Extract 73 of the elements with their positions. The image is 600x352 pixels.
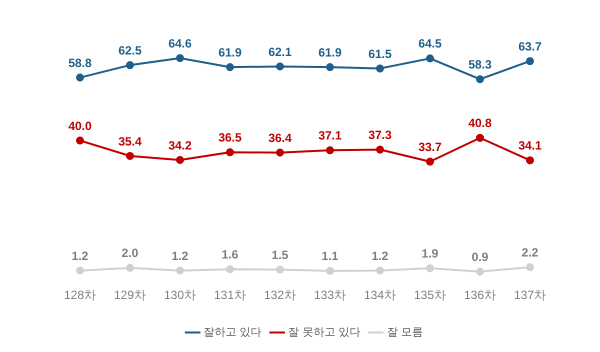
point	[176, 156, 184, 164]
x-tick-label: 132차	[264, 288, 296, 302]
point	[126, 152, 134, 160]
data-label: 61.9	[218, 45, 242, 60]
data-label: 0.9	[472, 250, 489, 264]
point	[276, 62, 284, 70]
data-label: 33.7	[418, 140, 442, 154]
point	[476, 268, 484, 276]
point	[376, 266, 384, 275]
data-label: 1.5	[272, 248, 289, 262]
point	[276, 148, 284, 157]
data-label: 35.4	[118, 134, 142, 148]
point	[326, 266, 334, 275]
data-label: 1.6	[222, 248, 239, 262]
data-label: 2.0	[122, 246, 139, 260]
point	[276, 266, 284, 274]
data-label: 64.5	[418, 36, 442, 51]
data-label: 36.5	[218, 130, 242, 145]
data-label: 62.5	[118, 43, 142, 58]
point	[326, 146, 334, 154]
data-label: 1.2	[372, 248, 389, 263]
x-tick-label: 135차	[414, 288, 446, 302]
point	[526, 57, 534, 66]
x-tick-label: 137차	[514, 288, 546, 302]
data-label: 61.5	[368, 46, 392, 61]
point	[376, 64, 384, 72]
point	[176, 54, 184, 62]
point	[326, 63, 334, 72]
x-tick-label: 128차	[64, 288, 96, 302]
data-label: 62.1	[268, 44, 292, 59]
data-label: 61.9	[318, 45, 342, 60]
data-label: 1.9	[422, 246, 439, 261]
point	[76, 74, 84, 82]
data-label: 37.1	[318, 128, 342, 143]
point	[426, 264, 434, 272]
point	[126, 61, 134, 70]
point	[526, 263, 534, 272]
x-tick-label: 130차	[164, 288, 196, 302]
data-label: 64.6	[168, 36, 192, 50]
point	[226, 265, 234, 274]
x-tick-label: 134차	[364, 288, 396, 302]
data-label: 1.2	[172, 248, 189, 263]
data-label: 36.4	[268, 130, 292, 145]
point	[176, 266, 184, 275]
data-label: 34.2	[168, 138, 192, 152]
data-label: 40.8	[468, 116, 492, 130]
x-tick-label: 133차	[314, 288, 346, 302]
data-label: 58.3	[468, 58, 492, 72]
data-label: 1.1	[322, 249, 339, 264]
data-label: 58.8	[68, 56, 92, 70]
point	[426, 158, 434, 166]
data-label: 1.2	[72, 248, 89, 263]
point	[376, 146, 384, 154]
data-label: 34.1	[518, 138, 542, 153]
legend-label: 잘 못하고 있다	[288, 326, 360, 339]
legend-label: 잘 모름	[386, 326, 423, 339]
point	[526, 156, 534, 164]
data-label: 63.7	[518, 39, 542, 54]
x-tick-label: 129차	[114, 288, 146, 302]
point	[226, 148, 234, 156]
point	[226, 63, 234, 72]
point	[476, 75, 484, 84]
legend-label: 잘하고 있다	[204, 326, 262, 339]
x-tick-label: 136차	[464, 288, 496, 302]
point	[476, 134, 484, 142]
data-label: 40.0	[68, 118, 92, 133]
point	[426, 54, 434, 62]
point	[76, 266, 84, 275]
data-label: 2.2	[522, 246, 539, 260]
x-tick-label: 131차	[214, 288, 246, 302]
point	[76, 136, 84, 145]
point	[126, 264, 134, 272]
data-label: 37.3	[368, 128, 392, 142]
